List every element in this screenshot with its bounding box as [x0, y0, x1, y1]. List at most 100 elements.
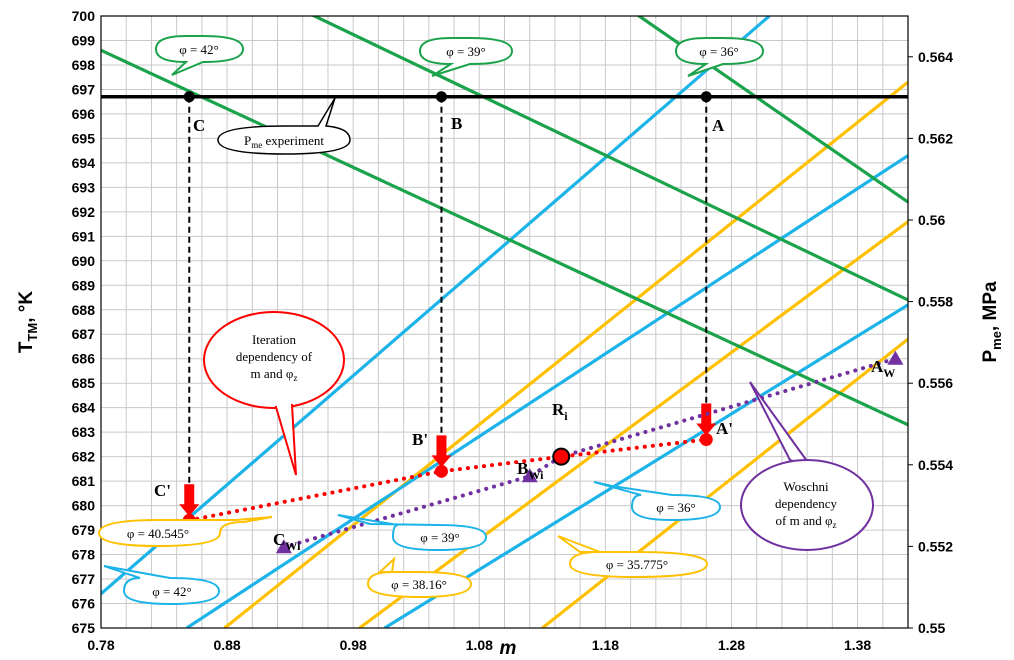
point-label-CWi: CWi	[273, 530, 301, 553]
x-tick-label: 1.18	[592, 637, 619, 653]
x-tick-label: 1.28	[718, 637, 745, 653]
blue-lines	[101, 16, 908, 628]
blue-line-phi-36	[383, 303, 908, 628]
marker-A-prime	[699, 433, 713, 447]
y-right-tick-label: 0.564	[918, 49, 953, 65]
svg-text:φ = 35.775°: φ = 35.775°	[606, 557, 668, 572]
axis-ticks: 0.78 0.88 0.98 1.08 1.18 1.28 1.38 675 676 677 678…	[72, 8, 954, 653]
y-left-tick-label: 693	[72, 179, 96, 195]
x-axis-title: m	[500, 638, 517, 659]
y-left-tick-label: 696	[72, 106, 96, 122]
point-label-C: C	[193, 116, 205, 135]
callout-pme-experiment: Pme experiment	[217, 97, 351, 155]
plot-border	[100, 15, 909, 629]
callout-green-42: φ = 42°	[154, 35, 245, 76]
callout-blue-39: φ = 39°	[337, 514, 488, 552]
x-tick-label: 1.08	[466, 637, 493, 653]
marker-AW	[887, 350, 904, 365]
y-left-tick-label: 675	[72, 620, 96, 636]
y-left-tick-label: 697	[72, 81, 96, 97]
y-right-tick-label: 0.552	[918, 538, 953, 554]
y-left-tick-label: 686	[72, 351, 96, 367]
callout-woschni-dependency: Woschni dependency of m and φz	[740, 381, 874, 551]
y-left-tick-label: 694	[72, 155, 96, 171]
svg-text:φ = 42°: φ = 42°	[152, 584, 192, 599]
svg-text:φ = 38.16°: φ = 38.16°	[391, 577, 447, 592]
y-right-tick-label: 0.558	[918, 294, 953, 310]
callout-blue-42: φ = 42°	[103, 565, 221, 606]
y-left-tick-label: 690	[72, 253, 96, 269]
projection-lines	[179, 96, 717, 517]
y-left-tick-label: 679	[72, 522, 96, 538]
orange-lines	[223, 80, 908, 628]
projection-arrow	[696, 403, 717, 436]
y-left-tick-label: 692	[72, 204, 96, 220]
point-label-A-prime: A'	[716, 419, 733, 438]
y-right-tick-label: 0.562	[918, 130, 953, 146]
y-left-tick-label: 691	[72, 228, 96, 244]
callout-iteration-dependency: Iteration dependency of m and φz	[203, 311, 345, 476]
green-line-phi-42	[101, 48, 908, 427]
callout-blue-36: φ = 36°	[593, 481, 722, 522]
y-left-tick-label: 676	[72, 596, 96, 612]
callout-orange-3816: φ = 38.16°	[366, 556, 473, 599]
iteration-dependency-curve	[187, 437, 709, 523]
x-tick-label: 0.88	[213, 637, 240, 653]
marker-C	[183, 91, 195, 103]
y-left-tick-label: 684	[72, 400, 96, 416]
point-label-AW: AW	[871, 357, 895, 380]
dependency-curves	[187, 356, 898, 550]
y-left-tick-label: 681	[72, 473, 96, 489]
point-label-BWi: BWi	[517, 459, 544, 482]
svg-text:of m and φz: of m and φz	[776, 513, 837, 530]
orange-line-phi-35775	[541, 337, 908, 628]
point-label-B-prime: B'	[412, 430, 428, 449]
y-left-tick-label: 677	[72, 571, 96, 587]
y-left-tick-label: 688	[72, 302, 96, 318]
svg-text:φ = 39°: φ = 39°	[420, 530, 460, 545]
projection-arrow	[431, 435, 452, 468]
y-left-tick-label: 687	[72, 326, 96, 342]
point-label-B: B	[451, 114, 462, 133]
svg-text:dependency of: dependency of	[236, 349, 313, 364]
x-tick-label: 0.78	[87, 637, 114, 653]
y-left-tick-label: 698	[72, 57, 96, 73]
green-line-phi-39	[310, 16, 908, 302]
svg-text:dependency: dependency	[775, 496, 838, 511]
y-right-tick-label: 0.554	[918, 457, 953, 473]
y-left-axis-title: TTM, °K	[16, 291, 40, 354]
callout-green-39: φ = 39°	[418, 37, 514, 77]
y-right-tick-label: 0.55	[918, 620, 945, 636]
marker-B-prime	[434, 464, 448, 478]
orange-line-phi-40545	[223, 80, 908, 628]
x-tick-label: 1.38	[844, 637, 871, 653]
y-left-tick-label: 689	[72, 277, 96, 293]
point-label-C-prime: C'	[154, 481, 171, 500]
y-left-tick-label: 683	[72, 424, 96, 440]
y-left-tick-label: 678	[72, 547, 96, 563]
y-right-axis-title: Pme, MPa	[980, 281, 1004, 363]
svg-text:m and φz: m and φz	[251, 366, 298, 383]
svg-text:φ = 40.545°: φ = 40.545°	[127, 526, 189, 541]
marker-CWi	[275, 539, 292, 554]
svg-text:Pme experiment: Pme experiment	[244, 133, 324, 150]
y-right-tick-label: 0.56	[918, 212, 945, 228]
x-tick-label: 0.98	[340, 637, 367, 653]
svg-text:Iteration: Iteration	[252, 332, 297, 347]
woschni-dependency-curve	[281, 356, 898, 550]
callout-orange-40545: φ = 40.545°	[97, 516, 273, 548]
y-left-tick-label: 680	[72, 498, 96, 514]
blue-line-phi-39	[185, 154, 908, 628]
y-left-tick-label: 695	[72, 130, 96, 146]
marker-BWi	[521, 468, 538, 483]
svg-text:φ = 36°: φ = 36°	[699, 44, 739, 59]
svg-text:φ = 42°: φ = 42°	[179, 42, 219, 57]
blue-line-phi-42	[101, 16, 771, 595]
point-label-A: A	[712, 116, 725, 135]
svg-text:φ = 36°: φ = 36°	[656, 500, 696, 515]
y-left-tick-label: 700	[72, 8, 96, 24]
marker-A	[700, 91, 712, 103]
marker-B	[435, 91, 447, 103]
y-left-tick-label: 685	[72, 375, 96, 391]
